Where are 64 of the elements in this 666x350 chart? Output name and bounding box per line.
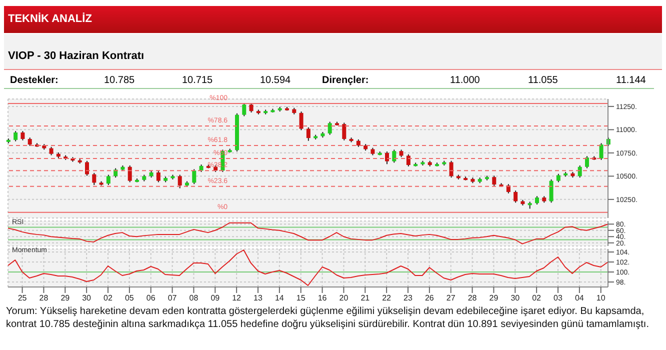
x-tick-label: 22 [382, 294, 392, 303]
x-tick-label: 15 [296, 294, 306, 303]
x-tick-label: 20 [339, 294, 349, 303]
text: 11.000 [450, 75, 480, 86]
x-tick-label: 06 [146, 294, 156, 303]
x-tick-label: 07 [168, 294, 178, 303]
x-tick-label: 28 [468, 294, 478, 303]
candlestick [549, 178, 554, 204]
candlestick [106, 174, 110, 186]
candlestick [178, 174, 182, 189]
x-tick-label: 27 [446, 294, 456, 303]
text: Yorum: Yükseliş hareketine devam eden kontratta göstergelerdeki güçlenme eğilimi yükselişin devam edebileceğine işaret ediyor. Bu kapsamda, kontrat 10.785 desteğinin altına sarkmadıkça 11.055 hedefine doğru yükselişini sürdürebilir. Kontrat dün 10.891 seviyesinden günü tamamlamıştı. [6, 305, 650, 331]
x-tick-label: 29 [60, 294, 70, 303]
x-tick-label: 26 [424, 294, 434, 303]
candlestick [156, 170, 160, 183]
candlestick [85, 160, 89, 176]
x-tick-label: 05 [124, 294, 134, 303]
x-tick-label: 03 [554, 294, 563, 303]
x-tick-label: 21 [360, 294, 370, 303]
chart-title: TEKNİK ANALİZ [4, 6, 662, 33]
candlestick [599, 142, 604, 160]
x-tick-label: 13 [254, 294, 263, 303]
chart-subtitle: VIOP - 30 Haziran Kontratı [4, 34, 662, 70]
candlestick [328, 121, 332, 136]
x-tick-label: 14 [274, 294, 284, 303]
text: 10.594 [260, 75, 291, 86]
candlestick [392, 149, 396, 164]
x-tick-label: 10 [596, 294, 606, 303]
candlestick [20, 130, 25, 141]
candlestick [242, 102, 246, 117]
x-tick-label: 04 [574, 294, 584, 303]
candlestick [306, 126, 310, 142]
text: Destekler: [10, 75, 58, 86]
candlestick [92, 172, 96, 186]
text: 10.785 [104, 75, 135, 86]
candlestick [585, 156, 589, 169]
candlestick [299, 111, 304, 131]
candlestick [192, 168, 196, 185]
x-tick-label: 16 [318, 294, 328, 303]
candlestick [342, 122, 346, 141]
x-tick-label: 02 [104, 294, 113, 303]
x-tick-label: 12 [232, 294, 242, 303]
x-tick-label: 02 [532, 294, 542, 303]
text: 11.144 [616, 75, 646, 86]
candlestick [406, 154, 410, 167]
x-tick-label: 09 [210, 294, 220, 303]
candlestick [492, 175, 496, 186]
candlestick [514, 190, 518, 204]
candlestick [128, 164, 132, 183]
x-tick-label: 23 [404, 294, 413, 303]
text: 10.715 [182, 75, 213, 86]
x-tick-label: 25 [18, 294, 28, 303]
x-tick-label: 30 [82, 294, 92, 303]
text: 11.055 [528, 75, 558, 86]
candlestick [578, 164, 582, 178]
candlestick [449, 160, 454, 178]
x-tick-label: 08 [189, 294, 199, 303]
x-tick-label: 28 [39, 294, 49, 303]
candlestick [14, 130, 18, 142]
x-tick-label: 29 [489, 294, 499, 303]
text: Dirençler: [322, 75, 369, 86]
candlestick [249, 102, 254, 113]
x-tick-label: 30 [510, 294, 520, 303]
candlestick [385, 151, 389, 165]
